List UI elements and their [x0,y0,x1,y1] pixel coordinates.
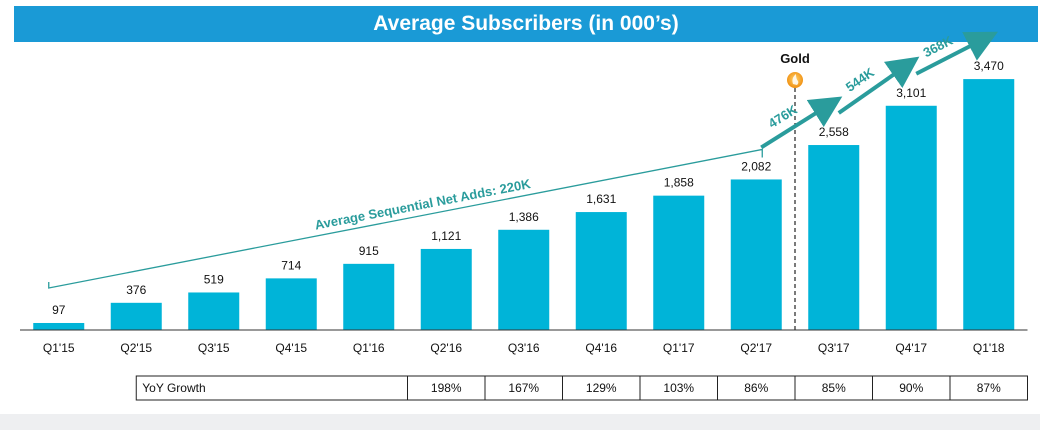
value-label: 2,558 [819,125,849,139]
growth-arrow [760,96,843,150]
yoy-value: 129% [586,381,617,395]
bar-Q1'16 [343,263,395,330]
value-label: 2,082 [741,159,771,173]
value-label: 1,386 [509,210,539,224]
bar-Q2'15 [110,302,162,330]
bar-Q2'16 [420,248,472,330]
category-label: Q1'17 [663,341,695,355]
category-label: Q2'17 [740,341,772,355]
value-label: 519 [204,272,224,286]
category-label: Q4'15 [275,341,307,355]
bar-Q4'17 [885,105,937,330]
value-label: 1,121 [431,229,461,243]
category-label: Q1'16 [353,341,385,355]
yoy-value: 87% [977,381,1001,395]
yoy-label: YoY Growth [142,381,205,395]
bar-Q1'18 [963,79,1015,330]
category-label: Q3'15 [198,341,230,355]
bar-Q3'17 [808,145,860,330]
yoy-value: 90% [899,381,923,395]
growth-arrow [837,56,920,115]
value-label: 1,858 [664,176,694,190]
value-label: 1,631 [586,192,616,206]
bar-Q3'16 [498,229,550,330]
yoy-value: 167% [508,381,539,395]
avg-net-adds-label: Average Sequential Net Adds: 220K [314,176,533,233]
category-label: Q2'15 [120,341,152,355]
yoy-value: 103% [663,381,694,395]
category-label: Q3'17 [818,341,850,355]
chart-title: Average Subscribers (in 000’s) [14,6,1038,42]
growth-arrow [915,31,998,76]
net-adds-bracket [48,148,763,289]
category-label: Q4'16 [585,341,617,355]
yoy-value: 86% [744,381,768,395]
value-label: 97 [52,303,66,317]
category-label: Q1'18 [973,341,1005,355]
value-label: 714 [281,258,301,272]
category-label: Q4'17 [895,341,927,355]
yoy-table [135,375,1028,401]
bar-Q1'17 [653,195,705,330]
bar-Q4'15 [265,278,317,330]
yoy-value: 198% [431,381,462,395]
flame-icon [792,74,799,85]
footer-strip [0,414,1040,430]
gold-label: Gold [780,51,810,66]
bar-Q3'15 [188,292,240,330]
bar-Q4'16 [575,212,627,330]
category-label: Q3'16 [508,341,540,355]
value-label: 3,470 [974,59,1004,73]
yoy-value: 85% [822,381,846,395]
bar-Q1'15 [33,322,85,330]
value-label: 3,101 [896,86,926,100]
bar-Q2'17 [730,179,782,330]
category-label: Q2'16 [430,341,462,355]
value-label: 915 [359,244,379,258]
value-label: 376 [126,283,146,297]
category-label: Q1'15 [43,341,75,355]
